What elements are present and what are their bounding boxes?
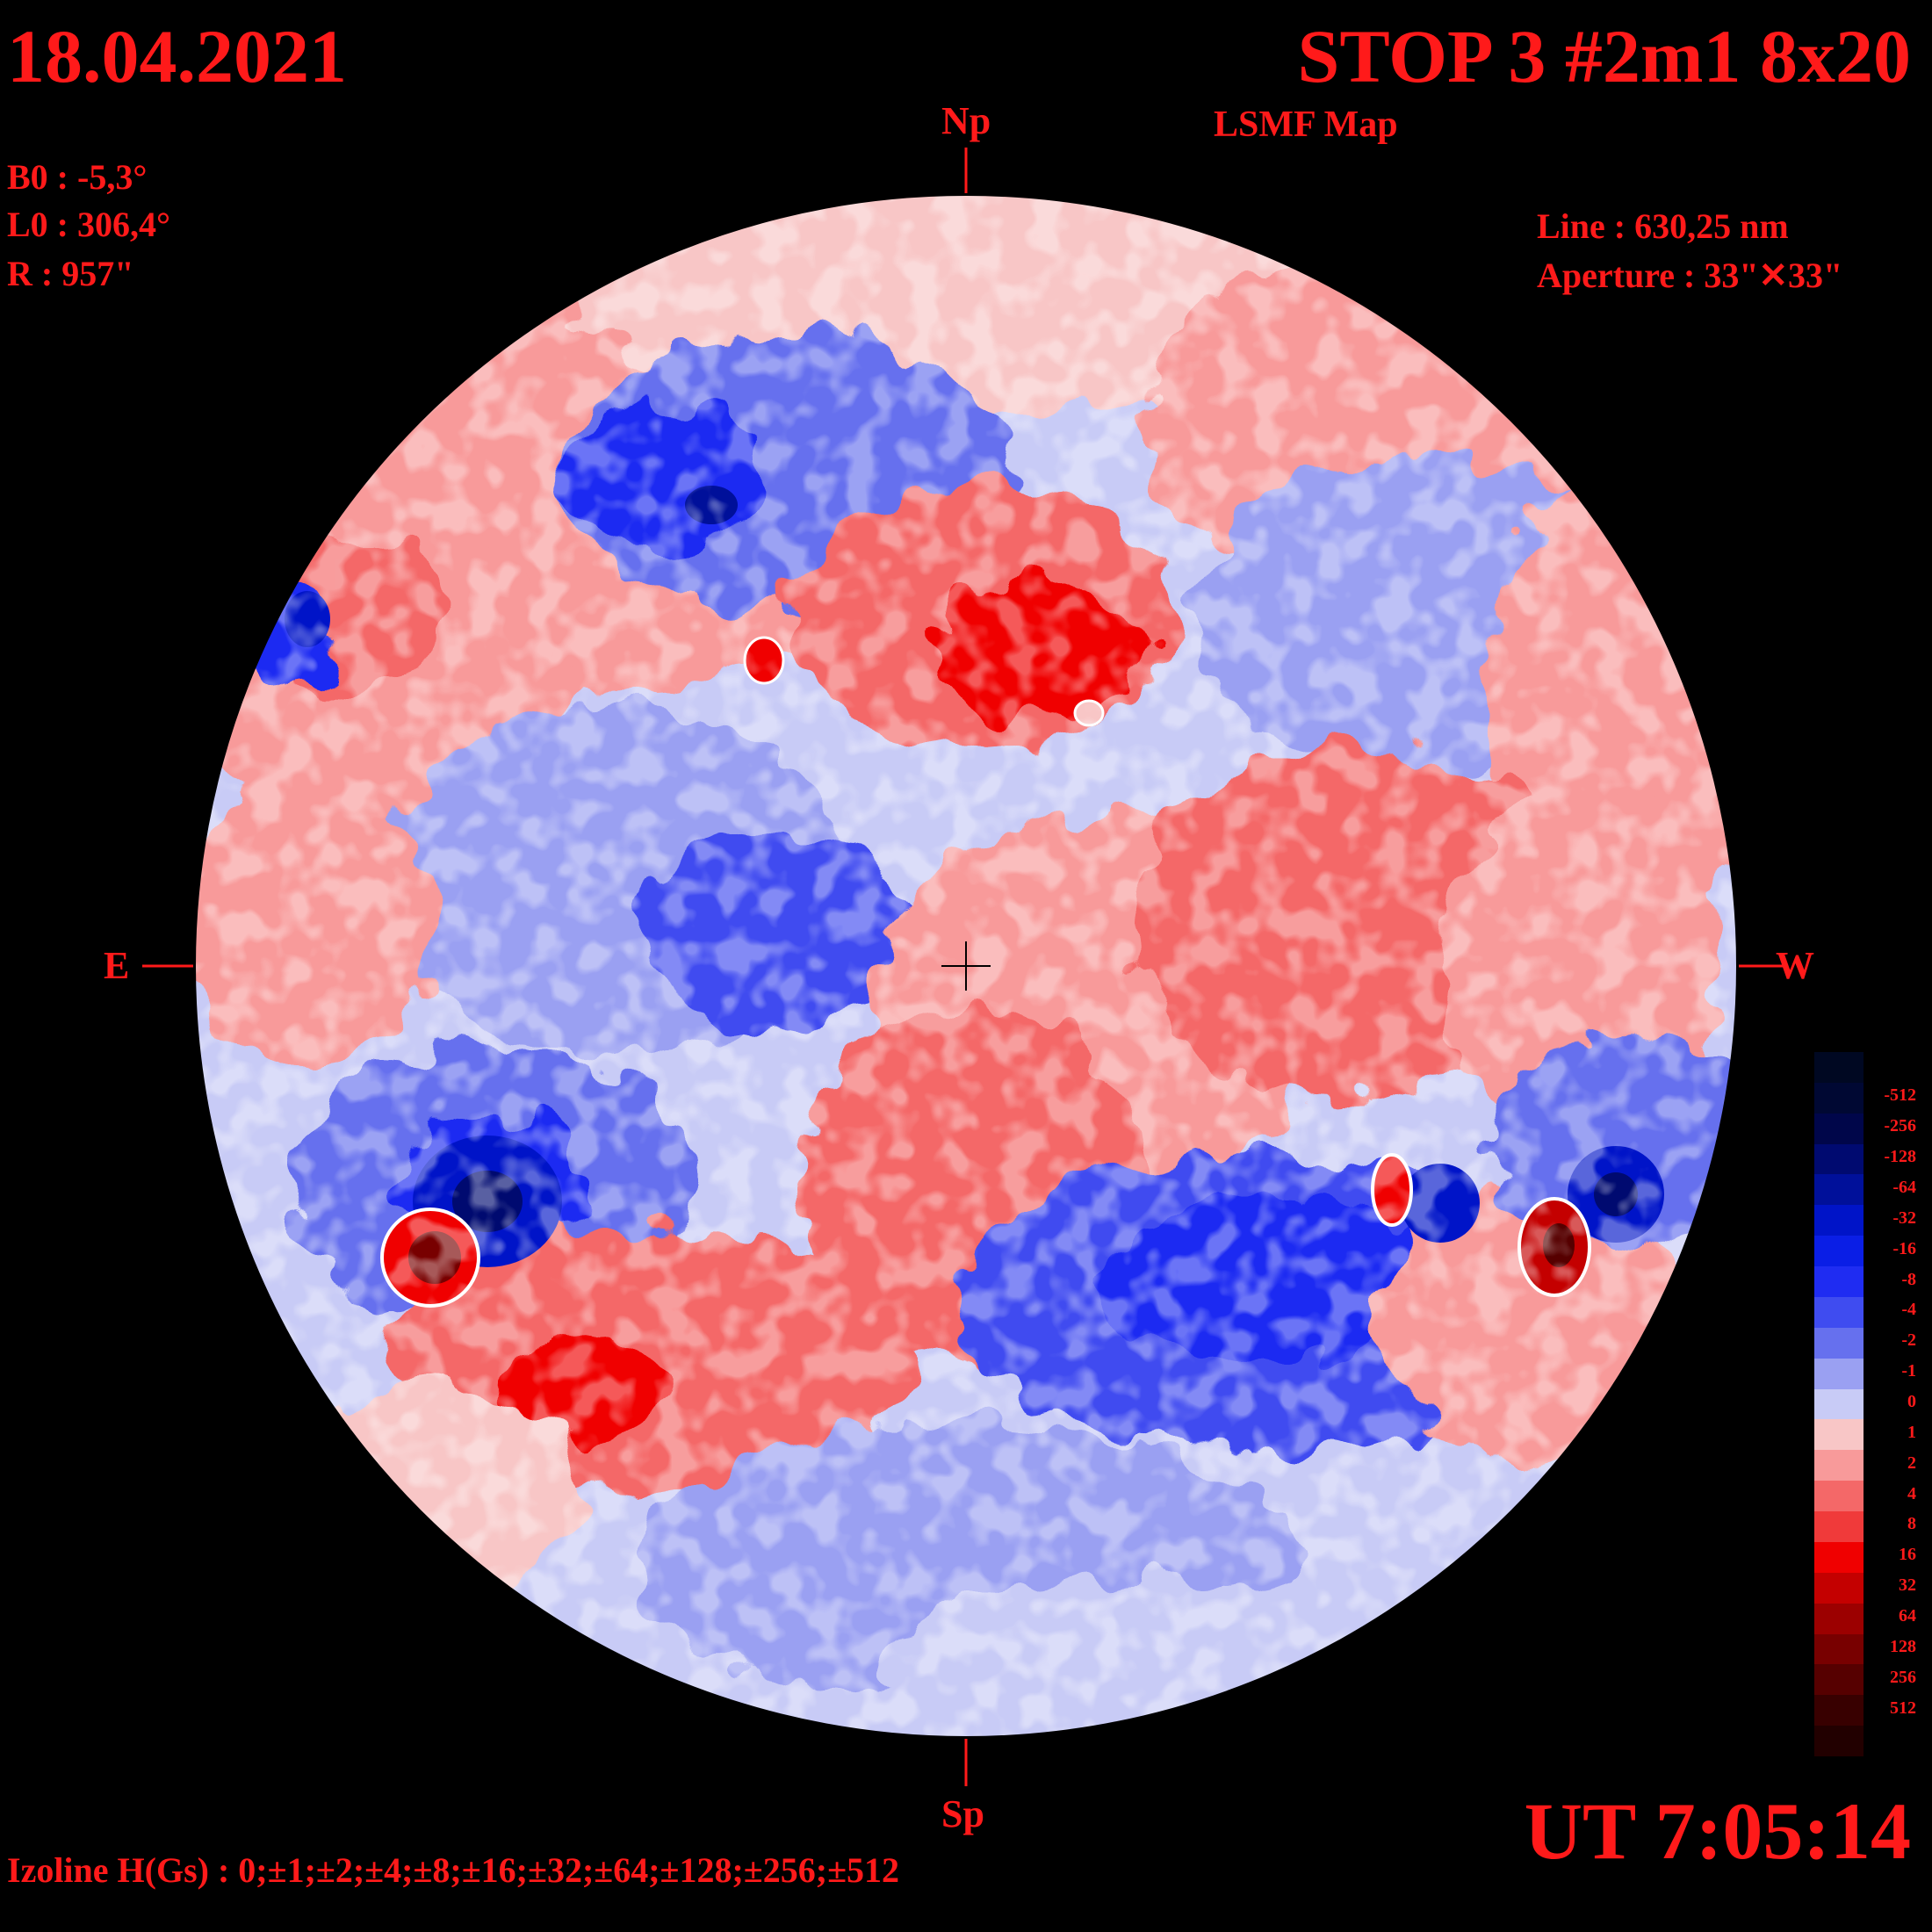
legend-label: -32 xyxy=(1892,1208,1916,1228)
legend-swatch xyxy=(1814,1695,1864,1727)
legend-label: 4 xyxy=(1907,1483,1916,1503)
legend-swatch xyxy=(1814,1633,1864,1665)
south-pole-label: Sp xyxy=(941,1792,984,1835)
legend-label: -256 xyxy=(1884,1116,1916,1136)
izoline-levels: Izoline H(Gs) : 0;±1;±2;±4;±8;±16;±32;±6… xyxy=(7,1850,900,1890)
legend-swatch xyxy=(1814,1358,1864,1390)
legend-label: -1 xyxy=(1901,1361,1916,1381)
legend-label: -128 xyxy=(1884,1147,1916,1167)
legend-label: -4 xyxy=(1901,1300,1916,1320)
legend-label: 32 xyxy=(1899,1575,1916,1596)
ut-time: UT 7:05:14 xyxy=(1524,1786,1911,1876)
legend-swatch xyxy=(1814,1236,1864,1267)
map-subtitle: LSMF Map xyxy=(1214,105,1398,145)
legend-swatch xyxy=(1814,1664,1864,1696)
legend-swatch xyxy=(1814,1726,1864,1757)
legend-swatch xyxy=(1814,1481,1864,1512)
legend-swatch xyxy=(1814,1143,1864,1175)
legend-swatch xyxy=(1814,1327,1864,1359)
legend-swatch xyxy=(1814,1205,1864,1236)
center-crosshair xyxy=(941,941,991,991)
legend-swatch xyxy=(1814,1174,1864,1206)
legend-label: -16 xyxy=(1892,1238,1916,1258)
axis-ticks xyxy=(142,148,1786,1786)
legend-label: -8 xyxy=(1901,1269,1916,1289)
legend-label: 512 xyxy=(1890,1698,1916,1718)
legend-label: 16 xyxy=(1899,1545,1916,1565)
legend-label: -512 xyxy=(1884,1085,1916,1106)
disk-field-regions xyxy=(195,195,1737,1737)
color-legend-bar xyxy=(1814,1052,1864,1757)
legend-swatch xyxy=(1814,1511,1864,1543)
param-b0: B0 : -5,3° xyxy=(7,157,148,197)
legend-label: 256 xyxy=(1890,1667,1916,1687)
north-pole-label: Np xyxy=(941,99,991,142)
legend-label: 1 xyxy=(1907,1422,1916,1442)
legend-label: -64 xyxy=(1892,1177,1916,1197)
legend-swatch xyxy=(1814,1541,1864,1574)
param-l0: L0 : 306,4° xyxy=(7,205,170,244)
legend-label: 2 xyxy=(1907,1453,1916,1473)
legend-label: 8 xyxy=(1907,1514,1916,1534)
legend-swatch xyxy=(1814,1113,1864,1145)
legend-label: 128 xyxy=(1890,1636,1916,1656)
map-title: STOP 3 #2m1 8x20 xyxy=(1297,14,1911,98)
legend-label: 0 xyxy=(1907,1392,1916,1411)
legend-swatch xyxy=(1814,1572,1864,1604)
west-label: W xyxy=(1776,944,1814,987)
legend-swatch xyxy=(1814,1603,1864,1634)
observation-date: 18.04.2021 xyxy=(7,14,347,98)
legend-swatch xyxy=(1814,1450,1864,1481)
legend-swatch xyxy=(1814,1296,1864,1329)
east-label: E xyxy=(104,944,130,987)
param-radius: R : 957" xyxy=(7,254,134,293)
legend-swatch xyxy=(1814,1266,1864,1298)
legend-label: -2 xyxy=(1901,1330,1916,1351)
legend-swatch xyxy=(1814,1388,1864,1420)
legend-swatch xyxy=(1814,1082,1864,1114)
legend-label: 64 xyxy=(1899,1606,1916,1626)
legend-swatch xyxy=(1814,1052,1864,1084)
param-aperture: Aperture : 33"✕33" xyxy=(1537,256,1843,295)
legend-swatch xyxy=(1814,1419,1864,1451)
param-line: Line : 630,25 nm xyxy=(1537,206,1789,246)
